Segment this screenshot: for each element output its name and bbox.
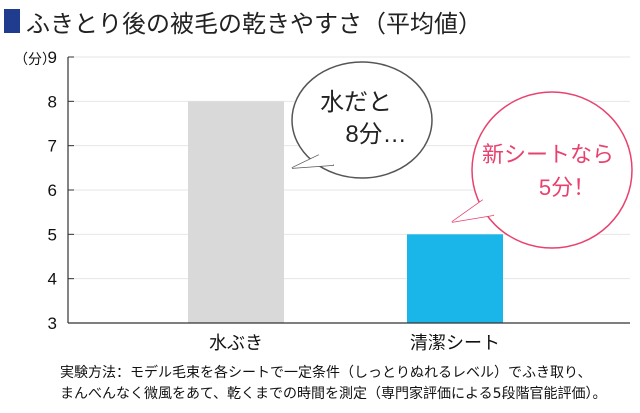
- y-tick-label: 8: [48, 92, 57, 111]
- annotation-sheet-body: [471, 91, 633, 249]
- annotation-sheet-text-line: 新シートなら: [482, 142, 614, 167]
- y-axis-unit-label: （分）: [14, 51, 56, 67]
- experiment-note: 実験方法：モデル毛束を各シートで一定条件（しっとりぬれるレベル）でふき取り、 ま…: [60, 363, 607, 405]
- y-tick-label: 3: [48, 314, 57, 333]
- chart-title-row: ふきとり後の被毛の乾きやすさ（平均値）: [4, 4, 482, 38]
- y-tick-label: 5: [48, 225, 57, 244]
- annotation-water-body: [291, 61, 433, 179]
- annotation-water-text-line: 8分…: [345, 121, 406, 148]
- x-category-label: 水ぶき: [209, 333, 263, 353]
- bar-layer: [188, 101, 503, 323]
- annotation-water-text-line: 水だと: [320, 89, 392, 116]
- experiment-note-line-1: 実験方法：モデル毛束を各シートで一定条件（しっとりぬれるレベル）でふき取り、: [60, 365, 592, 381]
- y-tick-label: 7: [48, 137, 57, 156]
- annotation-sheet-tail-fill: [452, 200, 494, 222]
- x-category-label: 清潔シート: [410, 333, 500, 353]
- annotation-water: 水だと 8分…: [291, 61, 433, 179]
- annotation-sheet: 新シートなら 5分！: [451, 91, 633, 249]
- annotation-layer: 水だと 8分… 新シートなら 5分！: [291, 61, 633, 249]
- annotation-water-tail-fill: [292, 155, 334, 168]
- axis-layer: （分） 3 4 5 6 7 8 9 水ぶき 清潔シート: [14, 48, 630, 353]
- y-tick-label: 6: [48, 181, 57, 200]
- title-marker-square: [4, 9, 20, 33]
- bar-2: [407, 234, 503, 323]
- chart-title: ふきとり後の被毛の乾きやすさ（平均値）: [26, 9, 482, 38]
- annotation-sheet-text-line: 5分！: [539, 175, 595, 200]
- y-tick-label: 4: [48, 270, 57, 289]
- experiment-note-line-2: まんべんなく微風をあて、乾くまでの時間を測定（専門家評価による5段階官能評価）。: [60, 386, 607, 402]
- bar-1: [188, 101, 284, 323]
- y-tick-label: 9: [48, 48, 57, 67]
